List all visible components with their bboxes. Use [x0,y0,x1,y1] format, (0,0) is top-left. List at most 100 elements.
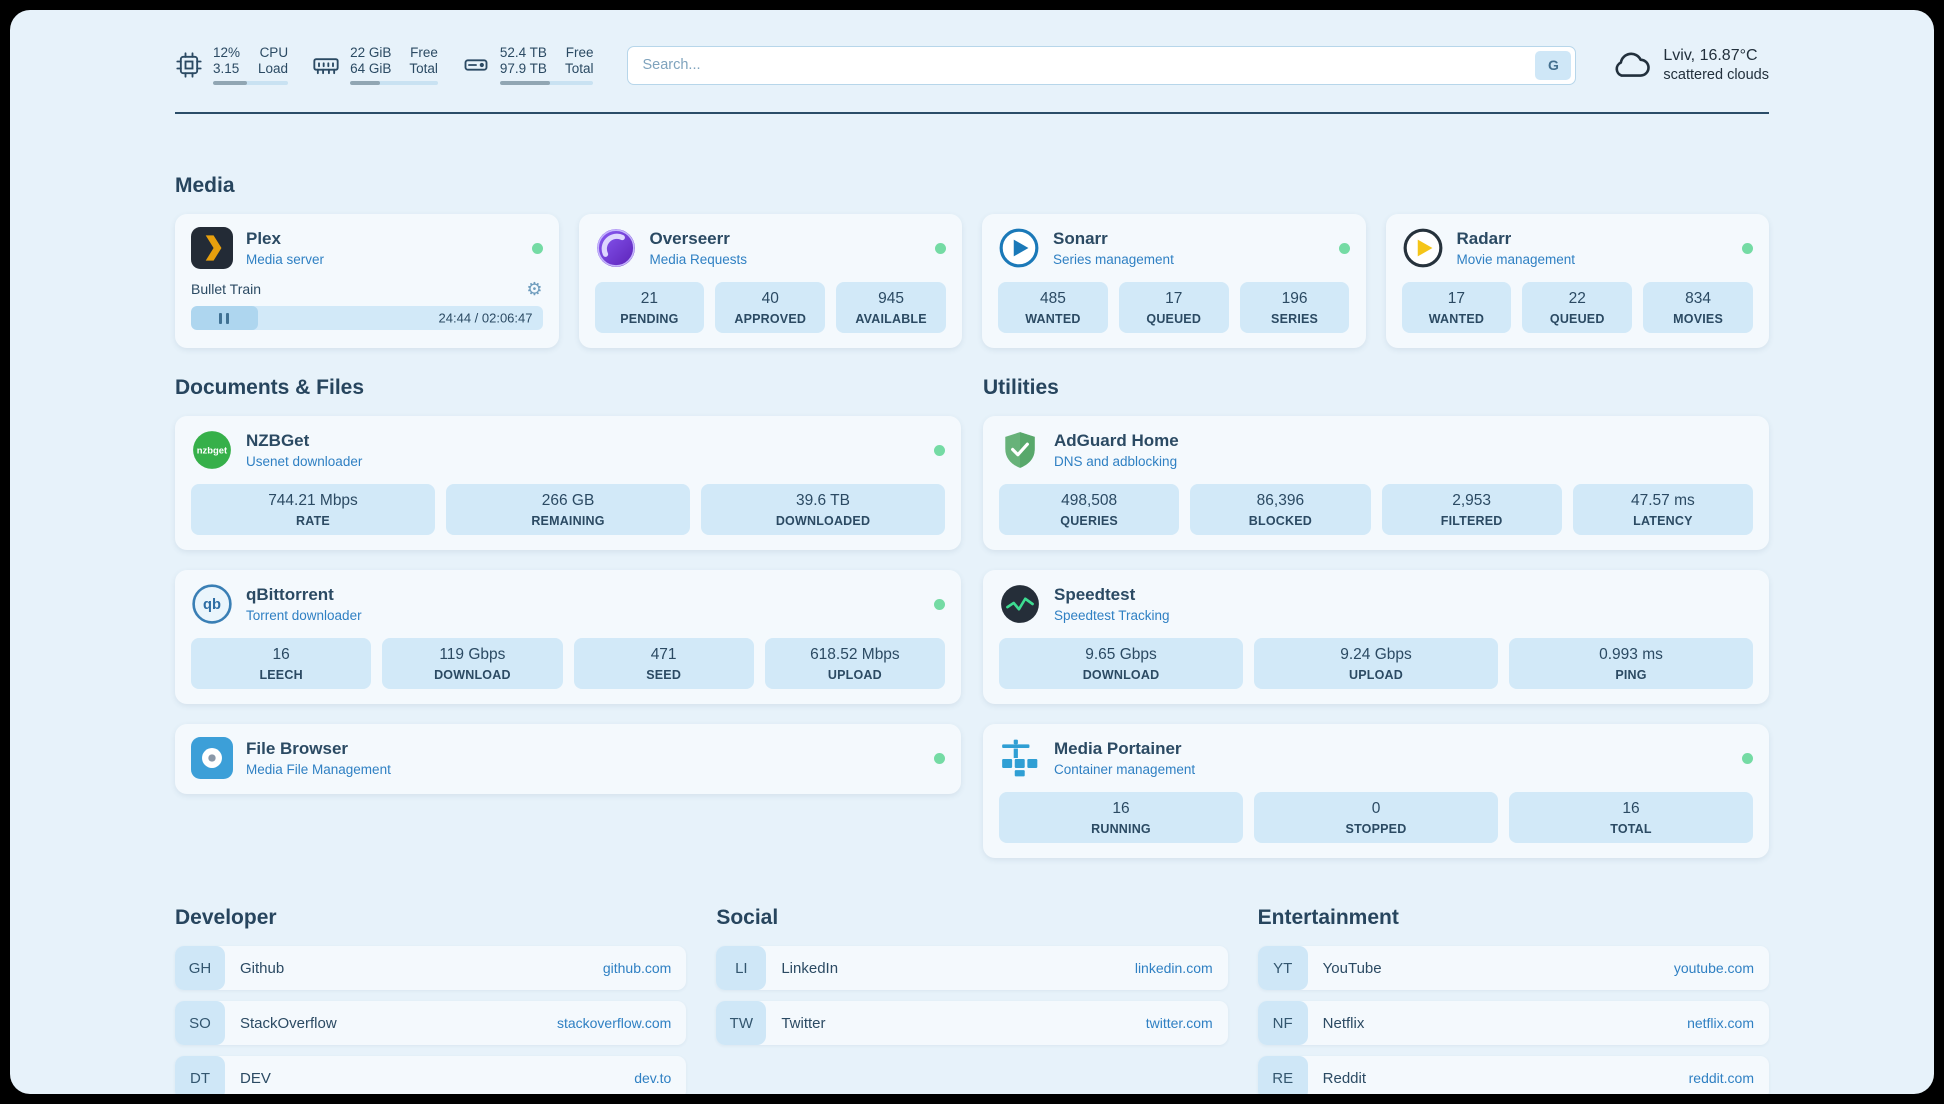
stat-value: 485 [1039,290,1066,307]
weather-location: Lviv, 16.87°C [1663,47,1758,64]
qbittorrent-card[interactable]: qb qBittorrent Torrent downloader 16 [175,570,961,704]
stat-label: BLOCKED [1248,514,1312,528]
disk-total-label: Total [564,61,594,76]
stat-upload: 618.52 Mbps UPLOAD [764,638,945,689]
bookmark-stackoverflow[interactable]: SO StackOverflow stackoverflow.com [175,1001,687,1045]
bookmark-name: Twitter [781,1014,826,1032]
bookmark-url: github.com [602,960,672,976]
service-subtitle: Torrent downloader [246,608,362,623]
stat-label: QUERIES [1060,514,1118,528]
svg-text:nzbget: nzbget [197,446,228,457]
stat-value: 2,953 [1452,492,1492,509]
ram-icon [313,58,339,75]
status-dot [1742,752,1753,764]
adguard-card[interactable]: AdGuard Home DNS and adblocking 498,508 … [983,416,1769,550]
qbittorrent-icon: qb [192,584,232,624]
disk-progress-bar [499,81,594,85]
bookmark-reddit[interactable]: RE Reddit reddit.com [1257,1056,1769,1094]
overseerr-card-titles: Overseerr Media Requests [650,229,748,267]
stat-label: LEECH [259,668,303,682]
section-title-developer: Developer [175,906,277,929]
stat-leech: 16 LEECH [191,638,372,689]
bookmark-abbr: SO [175,1001,225,1045]
documents-card-stack: nzbget NZBGet Usenet downloader 744.21 M… [175,416,961,794]
overseerr-card[interactable]: Overseerr Media Requests 21 PENDING 40 A… [578,214,962,348]
bookmark-netflix[interactable]: NF Netflix netflix.com [1257,1001,1769,1045]
service-name: qBittorrent [246,585,334,604]
ram-total-label: Total [409,61,438,76]
now-playing-title: Bullet Train [191,281,262,297]
stat-rate: 744.21 Mbps RATE [191,484,435,535]
stat-blocked: 86,396 BLOCKED [1190,484,1371,535]
service-name: Sonarr [1053,229,1108,248]
overseerr-icon [596,229,635,267]
stat-label: SEED [646,668,682,682]
bookmark-youtube[interactable]: YT YouTube youtube.com [1257,946,1769,990]
bookmark-name: DEV [240,1069,271,1087]
ram-progress-bar [350,81,438,85]
search-input[interactable] [627,45,1577,85]
stat-label: PENDING [620,312,679,326]
bookmark-dev[interactable]: DT DEV dev.to [175,1056,687,1094]
radarr-stats: 17 WANTED 22 QUEUED 834 MOVIES [1401,282,1754,333]
disk-total-value: 97.9 TB [499,61,547,76]
filebrowser-icon [191,737,233,779]
bookmark-name: Netflix [1322,1014,1365,1032]
stat-value: 47.57 ms [1630,492,1695,509]
bookmark-url: linkedin.com [1134,960,1213,976]
radarr-card[interactable]: Radarr Movie management 17 WANTED 22 QUE… [1385,214,1769,348]
nzbget-card[interactable]: nzbget NZBGet Usenet downloader 744.21 M… [175,416,961,550]
section-title-documents: Documents & Files [175,376,365,399]
portainer-card[interactable]: Media Portainer Container management 16 … [983,724,1769,858]
bookmark-url: stackoverflow.com [556,1015,672,1031]
speedtest-card-titles: Speedtest Speedtest Tracking [1054,585,1170,623]
filebrowser-card[interactable]: File Browser Media File Management [175,724,961,794]
sonarr-card[interactable]: Sonarr Series management 485 WANTED 17 Q… [982,214,1366,348]
radarr-icon [1403,228,1442,268]
speedtest-icon [1001,585,1039,623]
status-dot [934,752,945,764]
pause-icon[interactable] [191,306,258,330]
bookmark-abbr: YT [1257,946,1308,990]
disk-widget: 52.4 TB Free 97.9 TB Total [462,45,594,85]
stat-label: WANTED [1428,312,1485,326]
search-engine-button[interactable]: G [1535,50,1572,80]
bookmark-group-entertainment: Entertainment YT YouTube youtube.com NF … [1257,906,1769,1094]
stat-label: FILTERED [1440,514,1503,528]
cpu-usage-label: CPU [259,45,289,60]
service-subtitle: Media File Management [246,762,391,777]
playback-seek-track[interactable]: 24:44 / 02:06:47 [191,306,543,330]
cpu-load-value: 3.15 [213,61,240,76]
bookmark-twitter[interactable]: TW Twitter twitter.com [716,1001,1228,1045]
stat-value: 86,396 [1256,492,1305,509]
stat-running: 16 RUNNING [999,792,1243,843]
weather-widget: Lviv, 16.87°C scattered clouds [1610,44,1769,86]
social-bookmark-list: LI LinkedIn linkedin.com TW Twitter twit… [716,946,1228,1045]
sonarr-stats: 485 WANTED 17 QUEUED 196 SERIES [998,282,1350,333]
top-bar: 12% CPU 3.15 Load 22 GiB [175,44,1769,86]
status-dot [1742,242,1753,254]
sonarr-card-header: Sonarr Series management [998,227,1350,269]
status-dot [934,598,945,610]
stat-label: DOWNLOAD [434,668,511,682]
stat-remaining: 266 GB REMAINING [446,484,690,535]
utilities-card-stack: AdGuard Home DNS and adblocking 498,508 … [983,416,1769,858]
bookmark-linkedin[interactable]: LI LinkedIn linkedin.com [716,946,1228,990]
ram-widget-text: 22 GiB Free 64 GiB Total [350,45,438,85]
now-playing-row: Bullet Train ⚙ [191,280,543,298]
stat-queries: 498,508 QUERIES [999,484,1180,535]
plex-icon [191,227,233,269]
stat-upload: 9.24 Gbps UPLOAD [1254,638,1498,689]
stat-value: 196 [1281,290,1308,307]
speedtest-card[interactable]: Speedtest Speedtest Tracking 9.65 Gbps D… [983,570,1769,704]
gear-icon[interactable]: ⚙ [526,279,543,299]
service-subtitle: DNS and adblocking [1054,454,1178,469]
bookmark-abbr: NF [1257,1001,1308,1045]
plex-card[interactable]: Plex Media server Bullet Train ⚙ 24:44 /… [175,214,559,348]
bookmark-github[interactable]: GH Github github.com [175,946,687,990]
section-title-utilities: Utilities [983,376,1059,399]
service-subtitle: Speedtest Tracking [1054,608,1170,623]
stat-movies: 834 MOVIES [1643,282,1753,333]
service-subtitle: Movie management [1456,252,1576,267]
stat-label: PING [1615,668,1647,682]
